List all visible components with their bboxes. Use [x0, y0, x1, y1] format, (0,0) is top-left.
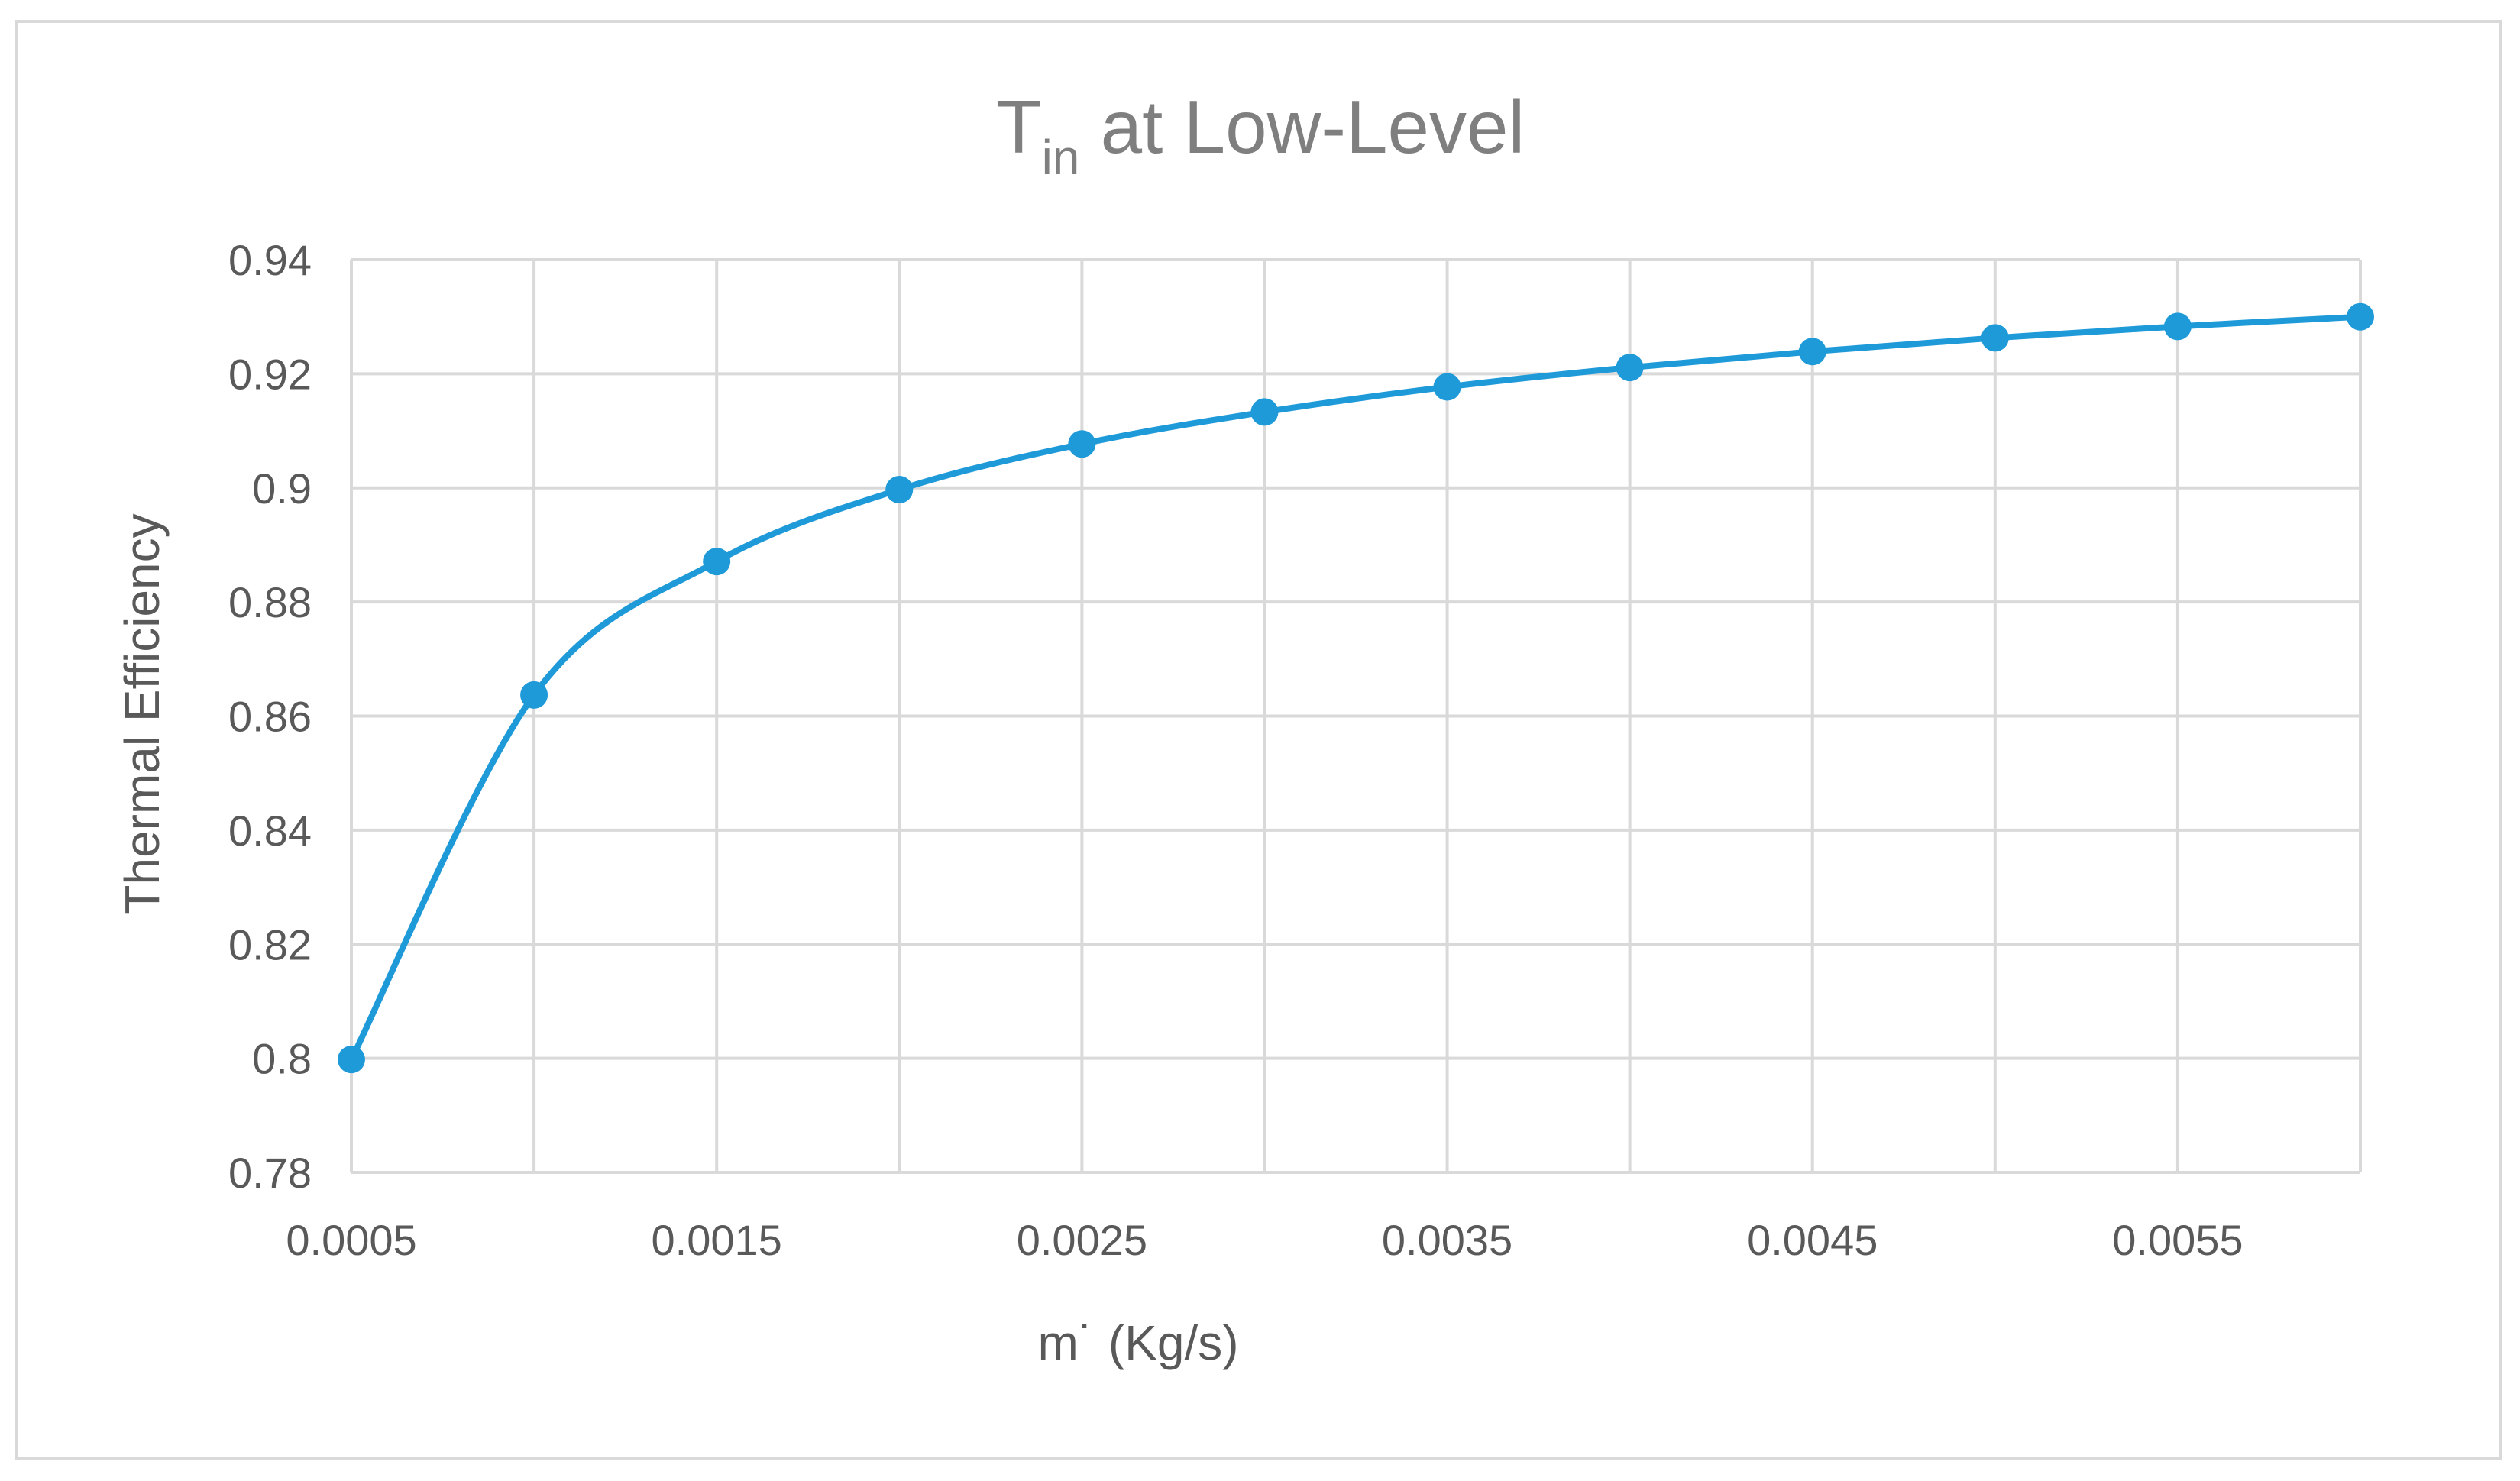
y-tick-label: 0.84: [228, 807, 312, 855]
y-tick-label: 0.78: [228, 1149, 312, 1197]
data-points: [338, 302, 2374, 1074]
data-point: [1068, 430, 1096, 458]
x-tick-label: 0.0045: [1747, 1216, 1878, 1264]
y-tick-label: 0.88: [228, 578, 312, 626]
x-tick-label: 0.0005: [286, 1216, 416, 1264]
x-tick-label: 0.0025: [1017, 1216, 1147, 1264]
data-point: [520, 681, 548, 709]
data-point: [885, 475, 914, 503]
x-axis-title: m˙ (Kg/s): [1037, 1315, 1238, 1370]
y-tick-label: 0.9: [252, 464, 312, 513]
data-point: [1798, 338, 1826, 366]
x-tick-label: 0.0035: [1382, 1216, 1512, 1264]
x-tick-label: 0.0015: [652, 1216, 782, 1264]
gridlines: [350, 258, 2362, 1174]
data-point: [2347, 302, 2374, 331]
data-point: [338, 1046, 365, 1074]
x-tick-label: 0.0055: [2112, 1216, 2243, 1264]
y-tick-label: 0.94: [228, 236, 312, 284]
data-point: [1433, 373, 1461, 401]
y-tick-label: 0.82: [228, 920, 312, 968]
data-point: [703, 548, 731, 576]
x-axis-tick-labels: 0.0005 0.0015 0.0025 0.0035 0.0045 0.0055: [286, 1216, 2243, 1264]
chart-title: Tin at Low-Level: [996, 85, 1525, 185]
y-tick-label: 0.8: [252, 1035, 312, 1083]
y-axis-title: Thermal Efficiency: [115, 513, 170, 914]
data-point: [1250, 398, 1279, 426]
y-tick-label: 0.86: [228, 693, 312, 741]
data-point: [1981, 324, 2009, 352]
data-point: [2163, 312, 2192, 341]
y-tick-label: 0.92: [228, 350, 312, 398]
data-point: [1616, 354, 1644, 382]
y-axis-tick-labels: 0.78 0.8 0.82 0.84 0.86 0.88 0.9 0.92 0.94: [228, 236, 312, 1197]
series-line: [348, 313, 2363, 1063]
